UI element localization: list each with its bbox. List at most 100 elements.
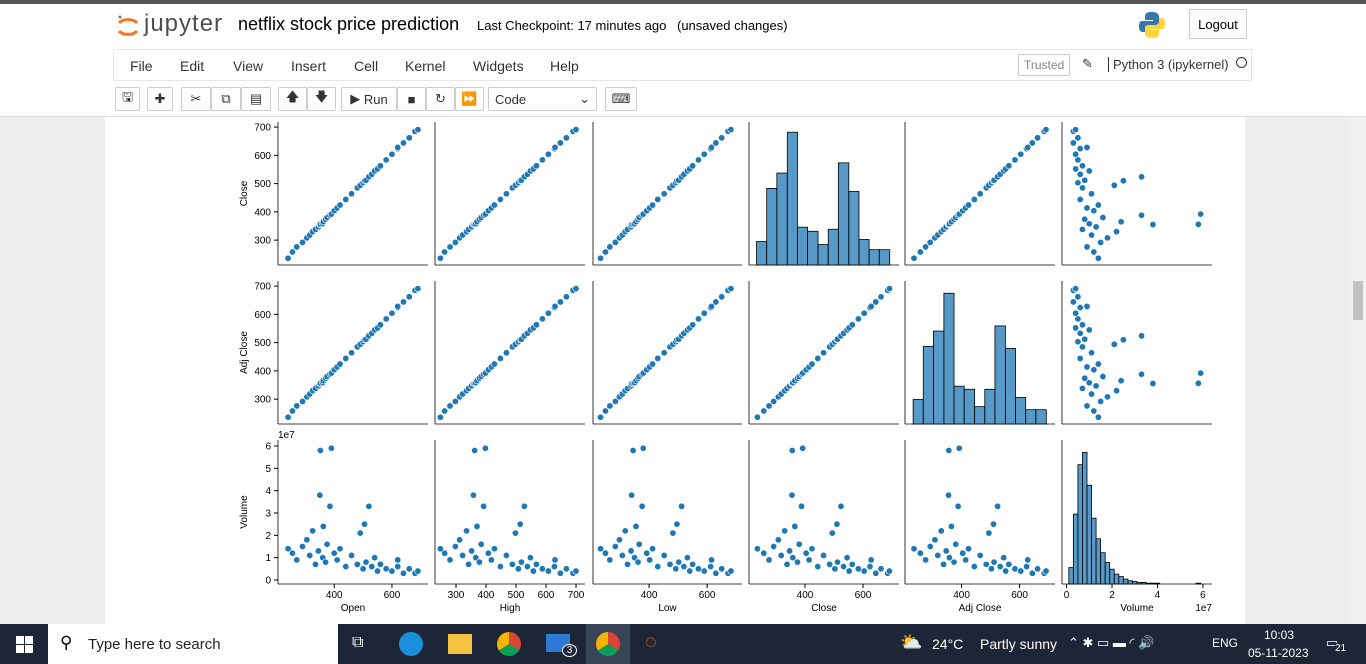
scatter-point xyxy=(1078,321,1086,329)
scatter-point xyxy=(877,293,885,301)
x-tick-label: 6 xyxy=(1200,590,1206,601)
scrollbar-thumb[interactable] xyxy=(1353,281,1363,320)
cell-type-select[interactable]: Code ⌄ xyxy=(488,87,597,111)
scatter-point xyxy=(727,126,735,134)
scatter-point xyxy=(712,569,720,577)
scatter-point xyxy=(1085,220,1093,228)
scatter-point xyxy=(299,397,307,405)
scatter-point xyxy=(550,563,558,571)
run-all-button[interactable]: ⏩ xyxy=(455,87,484,111)
x-tick-label: 700 xyxy=(568,590,585,601)
scatter-point xyxy=(388,309,396,317)
scatter-point xyxy=(1149,380,1157,388)
menu-item[interactable]: Cell xyxy=(354,58,379,74)
scatter-point xyxy=(1097,397,1105,405)
scatter-point xyxy=(646,556,654,564)
start-button[interactable] xyxy=(16,636,33,653)
run-button[interactable]: ▶ Run xyxy=(341,87,397,111)
scatter-point xyxy=(1042,126,1050,134)
menu-item[interactable]: File xyxy=(130,58,153,74)
notebook-name[interactable]: netflix stock price prediction xyxy=(238,14,460,34)
histogram-bar xyxy=(1104,562,1111,585)
edit-icon[interactable]: ✎ xyxy=(1082,56,1093,71)
scatter-point xyxy=(342,354,350,362)
scatter-point xyxy=(394,143,402,151)
scatter-point xyxy=(945,446,953,454)
paste-button[interactable]: ▤ xyxy=(241,87,271,111)
scatter-point xyxy=(643,549,651,557)
menu-item[interactable]: Edit xyxy=(180,58,205,74)
scatter-point xyxy=(1094,254,1102,262)
scatter-point xyxy=(1011,565,1019,573)
scatter-point xyxy=(860,309,868,317)
scatter-point xyxy=(330,549,338,557)
histogram-bar xyxy=(933,330,945,425)
scatter-point xyxy=(556,569,564,577)
tray-icons[interactable]: ⌃ ✱ ▭ ▬ ◜ 🔊 xyxy=(1068,635,1155,650)
scatter-point xyxy=(446,243,454,251)
scatter-point xyxy=(1024,556,1032,564)
histogram-bar xyxy=(756,241,768,266)
chrome-icon[interactable] xyxy=(497,632,521,656)
search-box[interactable]: ⚲ Type here to search xyxy=(48,624,338,664)
scrollbar[interactable] xyxy=(1350,117,1366,624)
save-button[interactable]: 🖫 xyxy=(115,87,140,111)
scatter-point xyxy=(299,238,307,246)
scatter-point xyxy=(451,397,459,405)
scatter-point xyxy=(916,248,924,256)
edge-icon[interactable] xyxy=(399,632,423,656)
scatter-point xyxy=(1072,309,1080,317)
copy-button[interactable]: ⧉ xyxy=(211,87,241,111)
scatter-point xyxy=(686,567,694,575)
scatter-point xyxy=(299,542,307,550)
scatter-point xyxy=(348,349,356,357)
move-up-button[interactable]: 🡅 xyxy=(278,87,307,111)
y-axis-label: Close xyxy=(239,180,250,206)
x-tick-label: 400 xyxy=(326,590,343,601)
menu-item[interactable]: View xyxy=(233,58,264,74)
scatter-point xyxy=(781,527,789,535)
scatter-point xyxy=(405,134,413,142)
scatter-point xyxy=(753,413,761,421)
stop-button[interactable]: ■ xyxy=(397,87,426,111)
restart-button[interactable]: ↻ xyxy=(426,87,455,111)
scatter-point xyxy=(342,563,350,571)
keyboard-button[interactable]: ⌨ xyxy=(605,87,637,111)
move-down-button[interactable]: 🡇 xyxy=(307,87,336,111)
scatter-point xyxy=(945,491,953,499)
y-tick-label: 600 xyxy=(254,151,271,162)
histogram-bar xyxy=(786,131,798,266)
menu-item[interactable]: Widgets xyxy=(473,58,524,74)
scatter-point xyxy=(1085,379,1093,387)
scatter-point xyxy=(348,551,356,559)
add-cell-button[interactable]: ✚ xyxy=(147,87,173,111)
jupyter-task-icon[interactable]: ◌ xyxy=(645,631,657,653)
scatter-point xyxy=(799,444,807,452)
menu-item[interactable]: Help xyxy=(550,58,579,74)
menu-item[interactable]: Kernel xyxy=(405,58,446,74)
scatter-point xyxy=(1088,349,1096,357)
trusted-badge[interactable]: Trusted xyxy=(1018,54,1071,76)
task-view[interactable]: ⧉ xyxy=(352,634,364,651)
histogram-bar xyxy=(868,249,880,266)
histogram-bar xyxy=(858,239,870,266)
active-app[interactable] xyxy=(586,624,630,664)
scatter-point xyxy=(538,565,546,573)
scatter-point xyxy=(1085,326,1093,334)
x-tick-label: 2 xyxy=(1109,590,1115,601)
scatter-point xyxy=(309,527,317,535)
scatter-point xyxy=(399,569,407,577)
scatter-point xyxy=(910,254,918,262)
scatter-point xyxy=(678,502,686,510)
logout-button[interactable]: Logout xyxy=(1189,9,1247,39)
scatter-point xyxy=(601,248,609,256)
menu-item[interactable]: Insert xyxy=(291,58,327,74)
scatter-point xyxy=(760,407,768,415)
scatter-point xyxy=(322,558,330,566)
scatter-point xyxy=(1083,243,1091,251)
cut-button[interactable]: ✂ xyxy=(181,87,211,111)
divider xyxy=(0,116,1366,117)
scatter-point xyxy=(1076,354,1084,362)
explorer-icon[interactable] xyxy=(448,634,472,654)
scatter-point xyxy=(962,556,970,564)
